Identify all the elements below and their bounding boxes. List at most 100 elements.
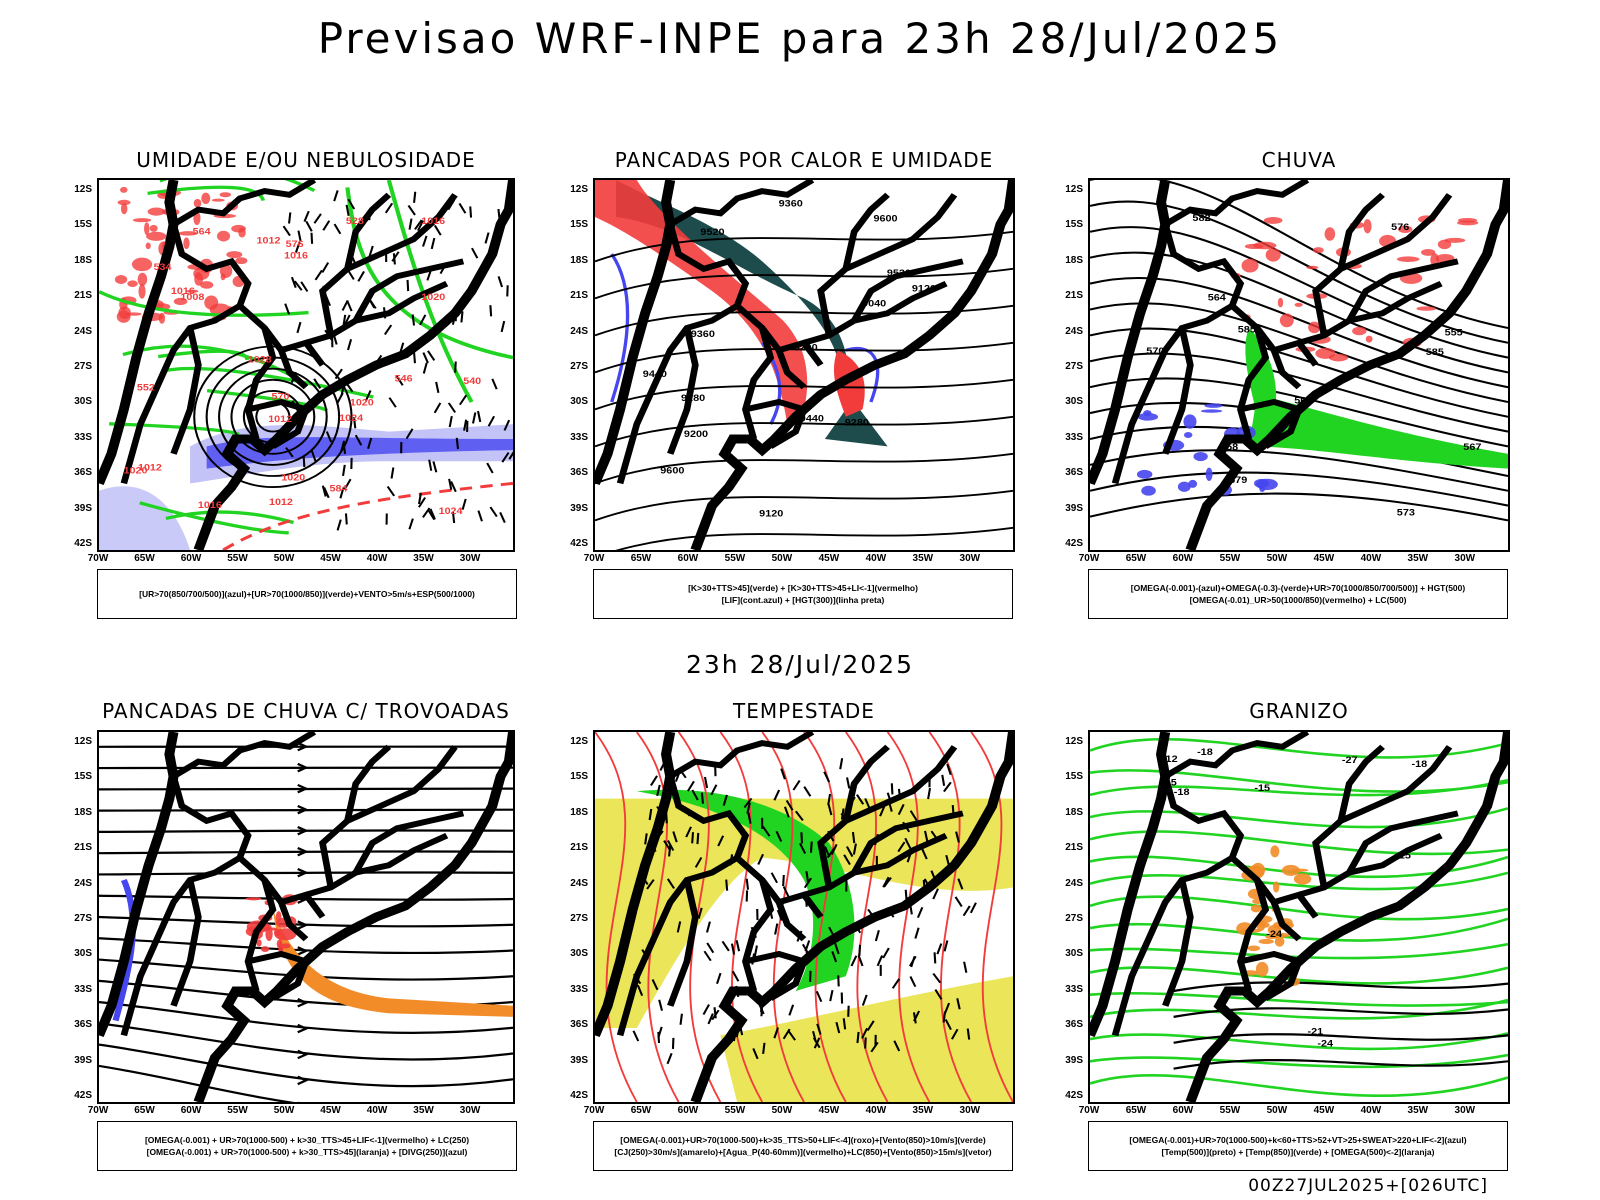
legend-line: [LIF](cont.azul) + [HGT(300)](linha pret… <box>721 595 885 605</box>
wind-vector <box>405 428 414 440</box>
wind-vector <box>284 303 291 315</box>
border-line <box>742 879 775 992</box>
streamline-arrow <box>297 825 309 836</box>
lat-tick-label: 36S <box>570 1019 588 1031</box>
lat-tick-label: 39S <box>74 1054 92 1066</box>
lon-tick-label: 45W <box>320 1105 341 1116</box>
wind-vector <box>296 321 302 334</box>
wind-vector <box>746 802 751 814</box>
wind-vector <box>936 943 943 955</box>
lat-tick-label: 15S <box>74 219 92 231</box>
border-line <box>1237 879 1270 992</box>
lon-tick-label: 65W <box>1125 553 1147 564</box>
contour-label: 1020 <box>124 466 148 476</box>
lon-tick-label: 65W <box>134 553 155 564</box>
lat-tick-label: 36S <box>1065 467 1083 479</box>
contour-label: 1012 <box>269 497 293 507</box>
wind-vector <box>909 810 918 821</box>
contour-label: 528 <box>346 216 364 226</box>
wind-vector <box>803 877 813 889</box>
humidity-region <box>206 437 513 469</box>
lon-tick-label: 30W <box>459 1105 481 1116</box>
humidity-red-patch <box>120 186 128 193</box>
lat-tick-label: 27S <box>570 361 588 372</box>
rain-region <box>1248 394 1508 469</box>
coastline <box>1090 732 1508 1102</box>
lat-tick-label: 39S <box>1065 502 1083 514</box>
border-line <box>616 855 739 1037</box>
border-line <box>120 303 242 485</box>
border-line <box>802 832 948 898</box>
height-contour <box>1090 492 1508 522</box>
wind-vector <box>914 927 920 939</box>
thunderstorm-red-patch <box>260 946 270 952</box>
legend-line: [UR>70(850/700/500)](azul)+[UR>70(1000/8… <box>139 589 475 599</box>
wind-vector <box>414 219 423 230</box>
border-line <box>319 745 458 888</box>
wind-vector <box>656 784 661 797</box>
border-line <box>1237 327 1270 440</box>
map-canvas: -15-15-18-18-15-12-21-24-27-24-18 <box>1090 732 1508 1102</box>
wind-vector <box>705 921 711 933</box>
border-line <box>742 327 775 440</box>
thunderstorm-red-patch <box>275 911 282 922</box>
wind-vector <box>407 205 416 216</box>
wind-vector <box>352 417 357 429</box>
lat-tick-label: 27S <box>570 913 588 924</box>
contour-label: 555 <box>1445 328 1463 338</box>
wind-vector <box>368 245 374 257</box>
border-line <box>1346 810 1459 874</box>
contour-label: 1012 <box>257 236 281 246</box>
height-contour <box>595 452 1013 485</box>
streamline <box>99 1000 513 1034</box>
wind-vector <box>685 826 692 838</box>
wind-vector <box>842 1018 847 1030</box>
wind-vector <box>290 276 297 289</box>
lat-tick-label: 21S <box>1065 842 1083 854</box>
lon-tick-label: 50W <box>1266 553 1288 564</box>
omega-orange-patch <box>1258 938 1274 945</box>
lat-tick-label: 18S <box>1065 806 1083 818</box>
wind-vector <box>448 478 453 490</box>
wind-vector <box>800 832 804 844</box>
streamline <box>677 732 722 1102</box>
wind-vector <box>691 832 695 844</box>
wind-vector <box>700 792 704 804</box>
height-contour <box>1090 226 1508 359</box>
forecast-map: 9600 9600 9520 9520 9440 9360 9280 9200 9120 9040… <box>593 178 1015 552</box>
lon-tick-label: 30W <box>459 553 481 564</box>
contour-label: 1024 <box>339 414 363 424</box>
omega-blue-patch <box>1200 409 1223 413</box>
lat-tick-label: 33S <box>74 431 92 443</box>
wind-vector <box>333 190 339 202</box>
lat-tick-label: 42S <box>1065 1090 1083 1101</box>
lat-tick-label: 12S <box>74 736 92 747</box>
contour-label: 9360 <box>779 199 803 209</box>
wind-vector <box>346 339 353 351</box>
lon-tick-label: 50W <box>1266 1105 1288 1116</box>
border-line <box>344 744 392 822</box>
wind-vector <box>932 888 939 900</box>
humidity-contour <box>139 501 289 535</box>
wind-vector <box>856 1031 860 1044</box>
wind-vector <box>856 794 865 805</box>
wind-vector <box>484 232 490 244</box>
contour-label: 584 <box>330 484 348 494</box>
lon-tick-label: 50W <box>273 553 295 564</box>
contour-label: 9040 <box>862 299 886 309</box>
contour-label: -15 <box>1161 778 1177 788</box>
lat-tick-label: 18S <box>1065 254 1083 266</box>
legend-line: [OMEGA(-0.001)+UR>70(1000-500)+k>35_TTS>… <box>620 1135 986 1145</box>
lon-tick-label: 50W <box>771 1105 793 1116</box>
wind-vector <box>503 419 511 431</box>
lon-tick-label: 70W <box>87 553 109 564</box>
coastline <box>99 180 513 550</box>
border-line <box>817 193 958 336</box>
lon-tick-label: 70W <box>583 553 605 564</box>
contour-label: 1016 <box>171 286 195 296</box>
wind-vector <box>843 854 851 866</box>
wind-vector <box>691 789 699 801</box>
wind-vector <box>711 1009 720 1021</box>
map-canvas: 585 585 582 579 576 573 570 567 564 561 558 555 <box>1090 180 1508 550</box>
wind-vector <box>857 955 864 967</box>
